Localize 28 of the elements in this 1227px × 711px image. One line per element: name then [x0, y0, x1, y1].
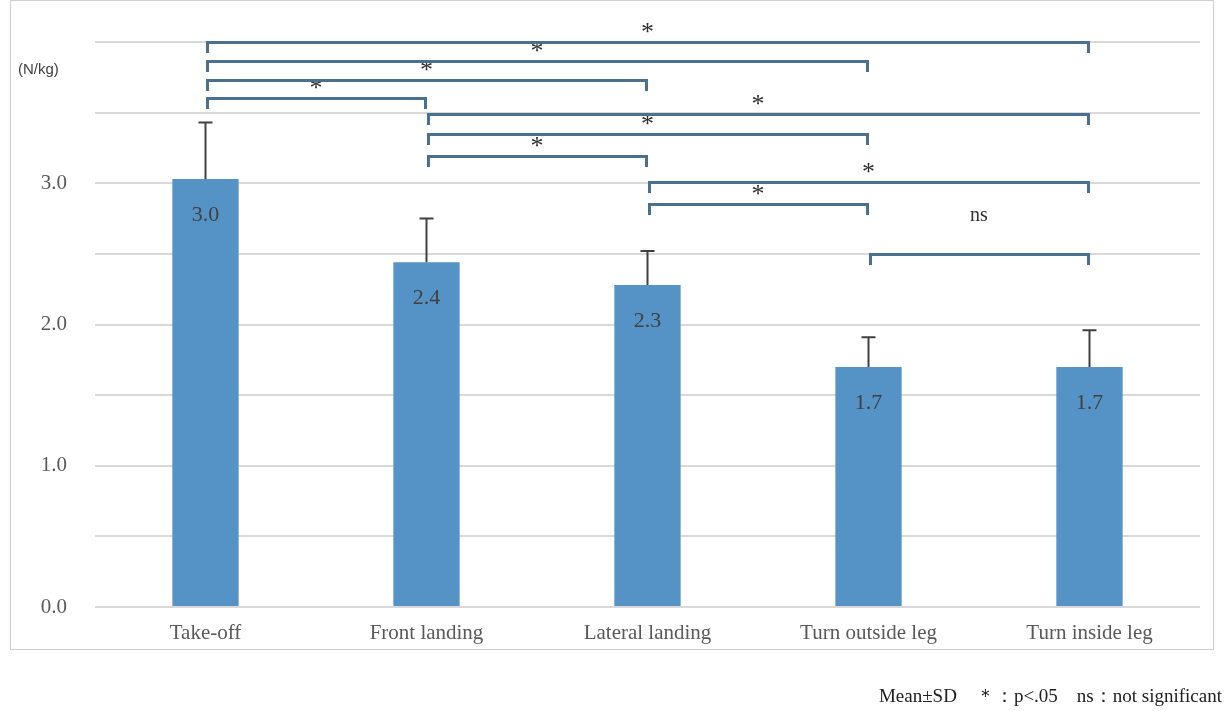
bar	[835, 366, 902, 606]
data-label: 2.3	[633, 306, 662, 332]
bar	[172, 179, 239, 606]
x-tick-label: Front landing	[369, 620, 484, 645]
x-tick-label: Lateral landing	[583, 620, 712, 645]
y-axis-title: (N/kg)	[18, 60, 59, 78]
y-tick-label: 1.0	[40, 452, 67, 477]
data-label: 3.0	[191, 200, 220, 226]
bar	[614, 284, 681, 606]
bar	[393, 262, 460, 606]
data-label: 1.7	[854, 388, 883, 414]
x-tick-label: Take-off	[169, 620, 242, 645]
x-tick-label: Turn inside leg	[1026, 620, 1154, 645]
annotation: ns	[970, 202, 989, 225]
annotation: *	[530, 131, 544, 161]
y-tick-label: 2.0	[40, 311, 67, 336]
annotation: *	[641, 17, 654, 46]
data-label: 1.7	[1075, 388, 1104, 414]
x-tick-label: Turn outside leg	[800, 620, 938, 645]
y-tick-label: 3.0	[40, 169, 67, 194]
bar	[1056, 366, 1123, 606]
annotation: *	[862, 157, 875, 187]
annotation: *	[751, 88, 765, 118]
annotation: *	[641, 109, 654, 139]
data-label: 2.4	[412, 284, 441, 310]
y-tick-label: 0.0	[40, 593, 67, 618]
annotation: *	[751, 179, 765, 209]
text: Mean±SD ＊：p<.05 ns：not significant	[878, 685, 1223, 706]
